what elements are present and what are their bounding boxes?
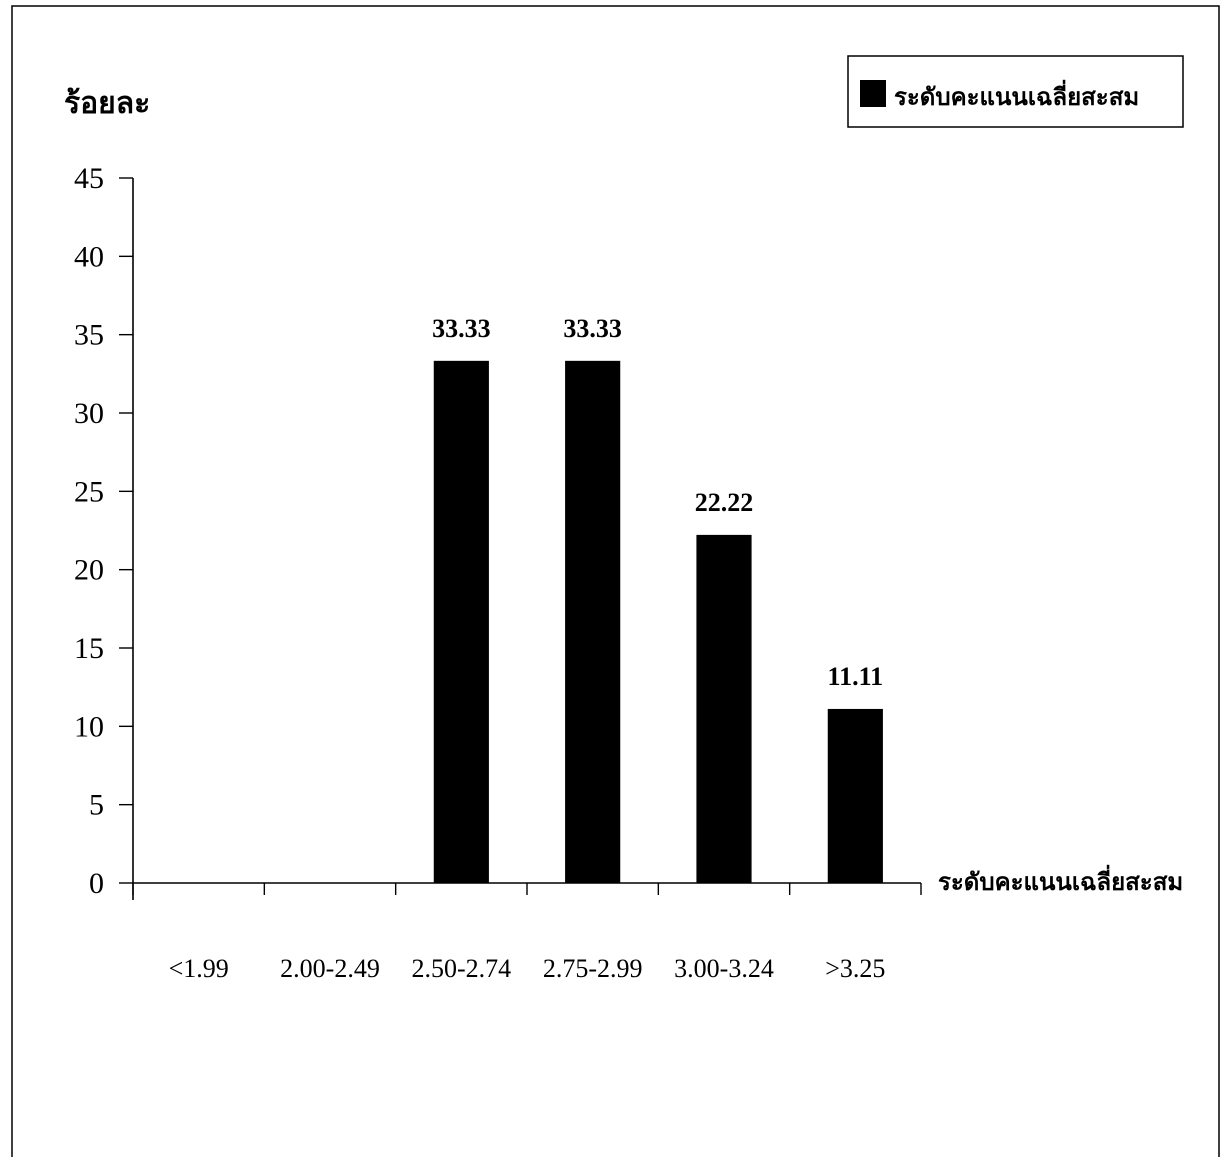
y-tick-label: 30 [74, 397, 104, 430]
y-tick-label: 5 [89, 789, 104, 822]
x-axis-title: ระดับคะแนนเฉลี่ยสะสม [938, 864, 1183, 896]
legend: ระดับคะแนนเฉลี่ยสะสม [847, 55, 1184, 128]
y-tick-label: 25 [74, 475, 104, 508]
legend-swatch [860, 80, 886, 107]
x-tick-label: 2.75-2.99 [543, 954, 643, 983]
bar [696, 534, 752, 883]
x-tick-label: >3.25 [825, 954, 885, 983]
legend-label: ระดับคะแนนเฉลี่ยสะสม [894, 79, 1139, 111]
bar-series [433, 360, 883, 884]
legend-box [847, 55, 1184, 128]
y-tick-label: 10 [74, 710, 104, 743]
y-tick-label: 45 [74, 162, 104, 195]
y-tick-label: 15 [74, 632, 104, 665]
y-axis-title: ร้อยละ [64, 86, 150, 121]
data-label: 33.33 [432, 314, 491, 343]
x-tick-label: 2.50-2.74 [411, 954, 511, 983]
bar [827, 708, 883, 883]
data-label: 22.22 [695, 488, 754, 517]
bar [565, 360, 621, 884]
y-tick-label: 20 [74, 554, 104, 587]
y-tick-label: 40 [74, 240, 104, 273]
y-tick-label: 0 [89, 867, 104, 900]
x-tick-label: 2.00-2.49 [280, 954, 380, 983]
data-labels: 33.33 33.33 22.22 11.11 [432, 314, 883, 691]
x-axis-ticks: <1.99 2.00-2.49 2.50-2.74 2.75-2.99 3.00-3.2… [132, 883, 922, 983]
bar [433, 360, 489, 884]
data-label: 11.11 [828, 662, 884, 691]
chart-border [11, 5, 1220, 1157]
x-tick-label: <1.99 [169, 954, 229, 983]
y-axis-ticks: 0 5 10 15 20 25 30 35 40 45 [74, 162, 133, 900]
data-label: 33.33 [563, 314, 622, 343]
y-tick-label: 35 [74, 319, 104, 352]
x-tick-label: 3.00-3.24 [674, 954, 774, 983]
